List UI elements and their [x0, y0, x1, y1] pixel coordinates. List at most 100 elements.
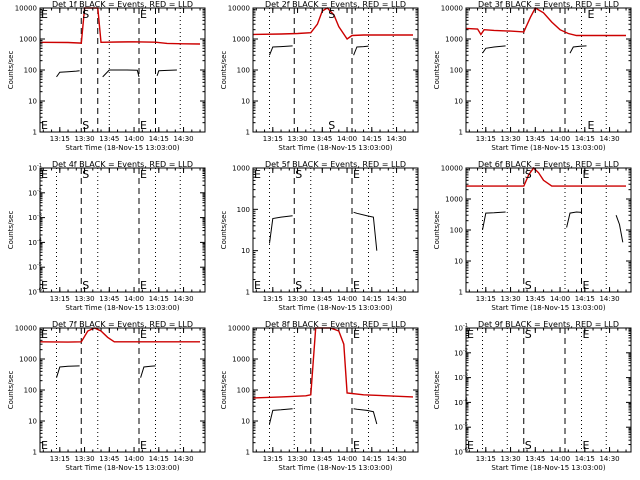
x-tick-label: 14:00: [337, 135, 357, 143]
x-tick-label: 14:30: [386, 295, 406, 303]
y-tick-label: 1: [33, 129, 37, 137]
y-tick-label: 10: [28, 418, 37, 426]
marker-label: E: [41, 8, 48, 21]
x-tick-label: 14:30: [599, 135, 619, 143]
y-tick-label: 100: [450, 67, 463, 75]
marker-label: E: [353, 168, 360, 181]
series-events-line: [482, 45, 506, 54]
y-tick-label: 10: [454, 349, 463, 357]
y-tick-label: 10: [28, 189, 37, 197]
x-tick-label: 14:00: [337, 295, 357, 303]
marker-label: E: [140, 8, 147, 21]
x-tick-label: 14:15: [149, 295, 169, 303]
series-lld-line: [465, 7, 626, 37]
marker-label: E: [140, 168, 147, 181]
plot-frame: [465, 7, 632, 133]
panel-title: Det 8f BLACK = Events, RED = LLD: [265, 320, 406, 329]
series-events-line: [566, 211, 582, 228]
x-tick-label: 14:30: [599, 455, 619, 463]
series-events-line: [269, 215, 293, 244]
y-axis-label: Counts/sec: [7, 51, 15, 90]
marker-label: S: [295, 168, 302, 181]
x-tick-label: 14:30: [173, 135, 193, 143]
y-tick-label: 10: [454, 325, 463, 333]
series-events-line: [615, 215, 624, 243]
y-tick-exponent: -4: [463, 397, 468, 403]
x-tick-label: 13:30: [287, 455, 307, 463]
x-tick-label: 14:30: [173, 455, 193, 463]
marker-label: E: [254, 279, 261, 292]
y-tick-label: 10: [28, 289, 37, 297]
x-tick-label: 14:00: [124, 455, 144, 463]
y-axis-label: Counts/sec: [7, 371, 15, 410]
y-tick-exponent: -1: [463, 323, 468, 329]
x-tick-label: 13:15: [476, 295, 496, 303]
x-tick-label: 14:00: [124, 135, 144, 143]
series-events-line: [156, 69, 177, 76]
panel-title: Det 3f BLACK = Events, RED = LLD: [478, 0, 619, 9]
x-tick-label: 13:45: [312, 295, 332, 303]
panel-title: Det 4f BLACK = Events, RED = LLD: [52, 160, 193, 169]
y-axis-label: Counts/sec: [7, 211, 15, 250]
x-axis-label: Start Time (18-Nov-15 13:03:00): [491, 464, 605, 472]
series-lld-line: [252, 327, 414, 399]
x-tick-label: 13:30: [500, 455, 520, 463]
panel-3: Det 3f BLACK = Events, RED = LLD Counts/s…: [433, 0, 632, 152]
x-tick-label: 13:30: [500, 135, 520, 143]
series-events-line: [56, 365, 80, 378]
marker-label: S: [525, 279, 532, 292]
marker-label: E: [583, 328, 590, 341]
panel-9: Det 9f BLACK = Events, RED = LLD Counts/s…: [433, 320, 632, 472]
y-tick-label: 1: [246, 449, 250, 457]
x-tick-label: 13:45: [99, 295, 119, 303]
series-events-line: [353, 45, 369, 56]
plot-frame: [252, 327, 419, 453]
marker-label: S: [82, 119, 89, 132]
x-tick-label: 13:15: [263, 455, 283, 463]
x-tick-label: 14:00: [124, 295, 144, 303]
x-tick-label: 13:30: [74, 135, 94, 143]
marker-label: S: [525, 168, 532, 181]
marker-label: E: [41, 279, 48, 292]
y-tick-label: 10000: [15, 5, 37, 13]
x-tick-label: 14:15: [575, 295, 595, 303]
y-tick-label: 1: [459, 289, 463, 297]
x-axis-label: Start Time (18-Nov-15 13:03:00): [65, 304, 179, 312]
y-tick-label: 100: [237, 67, 250, 75]
series-events-line: [353, 211, 378, 251]
x-tick-label: 13:45: [525, 135, 545, 143]
x-tick-label: 13:45: [99, 455, 119, 463]
x-tick-label: 14:30: [173, 295, 193, 303]
marker-label: E: [140, 119, 147, 132]
panel-2: Det 2f BLACK = Events, RED = LLD Counts/s…: [220, 0, 419, 152]
x-tick-label: 13:15: [50, 295, 70, 303]
plot-frame: [252, 7, 419, 133]
panel-title: Det 6f BLACK = Events, RED = LLD: [478, 160, 619, 169]
plot-frame: [39, 327, 206, 453]
series-events-line: [353, 408, 378, 425]
x-tick-label: 14:15: [575, 455, 595, 463]
marker-label: S: [328, 119, 335, 132]
x-axis-label: Start Time (18-Nov-15 13:03:00): [491, 304, 605, 312]
marker-label: S: [525, 439, 532, 452]
series-events-line: [482, 211, 506, 231]
marker-label: E: [41, 119, 48, 132]
series-lld-line: [39, 327, 200, 343]
x-tick-label: 13:45: [312, 135, 332, 143]
x-tick-label: 13:15: [50, 135, 70, 143]
x-tick-label: 14:15: [362, 295, 382, 303]
y-axis-label: Counts/sec: [433, 51, 441, 90]
x-tick-label: 14:15: [362, 135, 382, 143]
y-axis-label: Counts/sec: [433, 211, 441, 250]
y-tick-label: 10: [241, 418, 250, 426]
y-tick-label: 100: [24, 67, 37, 75]
y-tick-exponent: -5: [37, 262, 42, 268]
y-tick-label: 10: [454, 399, 463, 407]
marker-label: E: [583, 168, 590, 181]
panel-1: Det 1f BLACK = Events, RED = LLD Counts/s…: [7, 0, 206, 152]
y-tick-label: 10: [28, 98, 37, 106]
y-tick-exponent: -2: [463, 348, 468, 354]
series-events-line: [269, 408, 293, 425]
series-events-line: [269, 45, 293, 56]
